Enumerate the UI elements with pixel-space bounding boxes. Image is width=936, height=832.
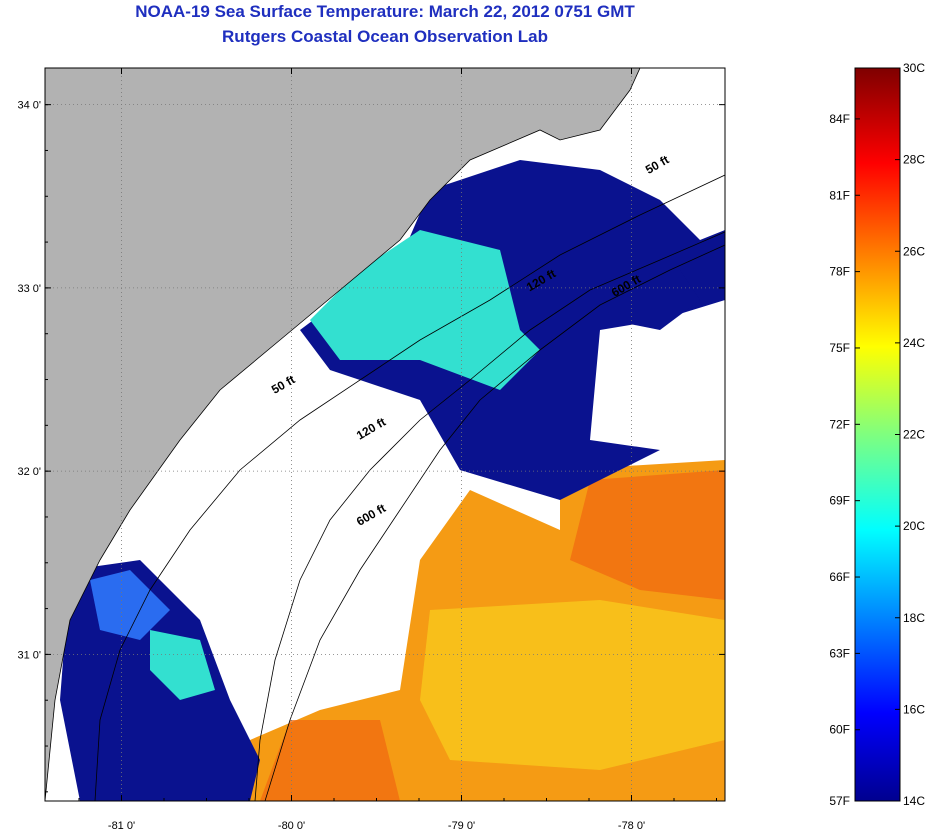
lat-tick-label: 34 0': [17, 100, 41, 112]
isobath-50ft: [94, 174, 725, 801]
colorbar-fahrenheit-label: 60F: [829, 723, 850, 737]
colorbar: [854, 67, 901, 802]
colorbar-celsius-label: 26C: [903, 244, 925, 258]
land-area: [45, 68, 641, 801]
colorbar-celsius-label: 24C: [903, 336, 925, 350]
colorbar-celsius-label: 16C: [903, 702, 925, 716]
lat-tick-label: 32 0': [17, 466, 41, 478]
lon-tick-label: -80 0': [278, 820, 305, 832]
colorbar-fahrenheit-label: 66F: [829, 570, 850, 584]
colorbar-celsius-label: 18C: [903, 611, 925, 625]
isobath-600ft: [264, 244, 725, 801]
map-axes: 34 0' 33 0' 32 0' 31 0' -81 0' -80 0' -79 0' -7…: [17, 68, 725, 832]
colorbar-celsius-label: 22C: [903, 428, 925, 442]
colorbar-fahrenheit-label: 69F: [829, 494, 850, 508]
map-subtitle: Rutgers Coastal Ocean Observation Lab: [222, 27, 548, 46]
lon-tick-label: -78 0': [618, 820, 645, 832]
colorbar-fahrenheit-label: 72F: [829, 417, 850, 431]
sst-warm-highlight: [420, 600, 725, 770]
map-title: NOAA-19 Sea Surface Temperature: March 2…: [135, 2, 635, 21]
colorbar-fahrenheit-label: 75F: [829, 341, 850, 355]
sst-hot-core-south: [260, 720, 400, 801]
colorbar-fahrenheit-label: 57F: [829, 794, 850, 808]
colorbar-celsius-label: 14C: [903, 794, 925, 808]
sst-mid-patch-south: [150, 630, 215, 700]
colorbar-ticks: 30C 28C 26C 24C 22C 20C 18C 16C 14C 84F 81F 78F 75F 7…: [829, 61, 925, 808]
map-grid: [45, 68, 725, 801]
sst-mid-region: [310, 230, 540, 390]
lat-tick-label: 33 0': [17, 283, 41, 295]
lon-tick-label: -81 0': [108, 820, 135, 832]
sst-blue-patch: [90, 570, 170, 640]
colorbar-fahrenheit-label: 78F: [829, 265, 850, 279]
colorbar-celsius-label: 28C: [903, 153, 925, 167]
colorbar-celsius-label: 20C: [903, 519, 925, 533]
colorbar-fahrenheit-label: 81F: [829, 188, 850, 202]
isobath-120ft: [254, 231, 725, 801]
colorbar-fahrenheit-label: 84F: [829, 112, 850, 126]
lon-tick-label: -79 0': [448, 820, 475, 832]
colorbar-celsius-label: 30C: [903, 61, 925, 75]
map-frame: [44, 67, 726, 802]
colorbar-fahrenheit-label: 63F: [829, 646, 850, 660]
sst-cold-patch-east: [600, 270, 700, 330]
sst-hot-core: [570, 470, 725, 600]
lat-tick-label: 31 0': [17, 649, 41, 661]
